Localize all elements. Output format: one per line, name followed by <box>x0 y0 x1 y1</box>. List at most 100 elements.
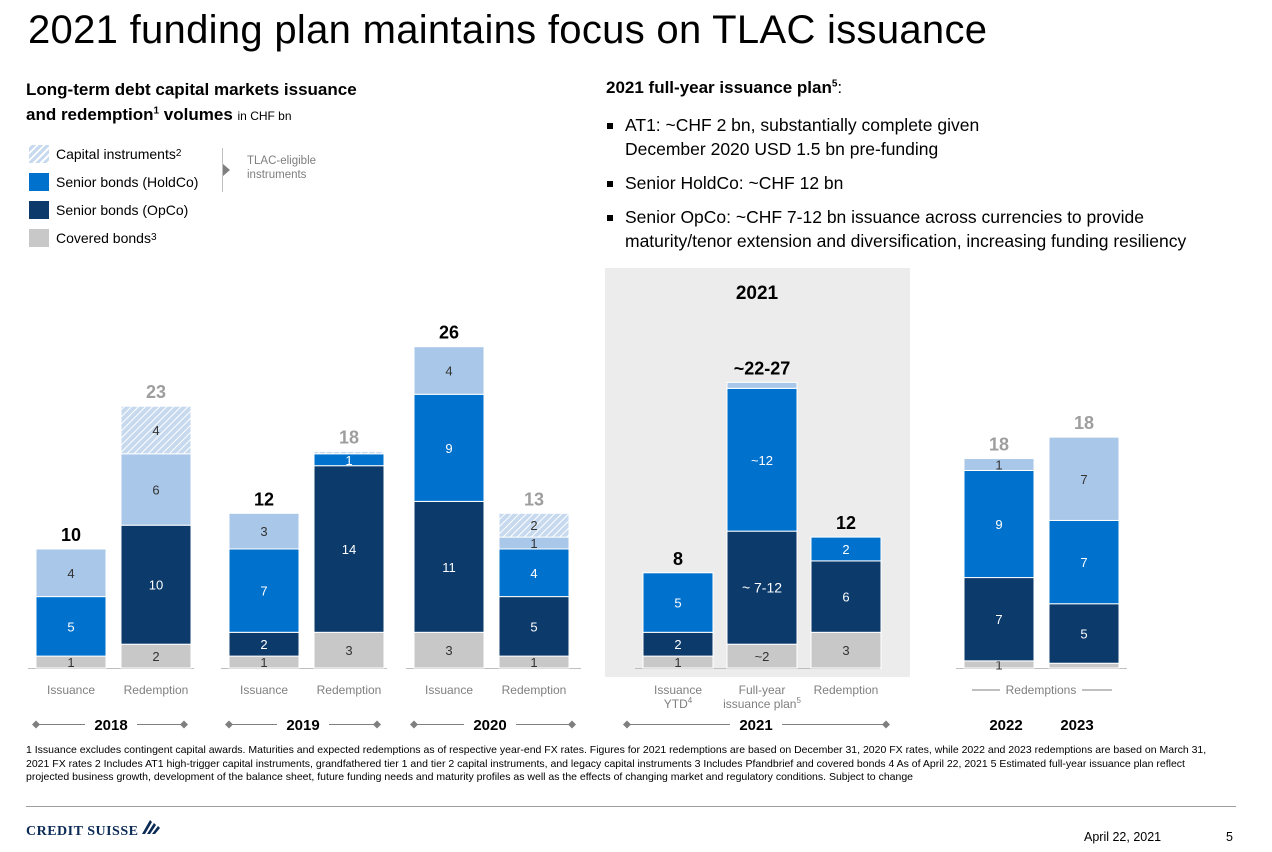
legend-label: Senior bonds (OpCo) <box>56 202 189 218</box>
group-label: 2019 <box>286 717 319 734</box>
group-label: 2023 <box>1060 717 1093 734</box>
bar-category-label: Redemption <box>502 683 567 697</box>
bar-segment-label: 2 <box>152 649 159 664</box>
bar-total-label: 18 <box>1074 413 1094 433</box>
chart-heading-line2-rest: volumes <box>159 105 233 124</box>
bar-category-label: Full-year <box>739 683 786 697</box>
tlac-bracket-arrow-icon <box>223 164 230 176</box>
bar-segment-label: 10 <box>149 578 163 593</box>
bar-category-sup: 5 <box>796 696 801 705</box>
bar-category-label: issuance plan5 <box>723 696 801 711</box>
bar-category-label: Redemption <box>124 683 189 697</box>
bar-total-label: 18 <box>339 427 359 447</box>
bar-segment-label: 7 <box>995 612 1002 627</box>
bar-segment-capital_hatched <box>498 512 570 538</box>
bar-category-label: Issuance <box>425 683 473 697</box>
bar-segment-holdco <box>498 548 570 598</box>
legend-swatch-covered <box>29 229 49 247</box>
bar-segment-label: 7 <box>1080 555 1087 570</box>
bar-segment-label: ~12 <box>751 453 773 468</box>
bar-segment-covered <box>313 631 385 669</box>
plan-heading-colon: : <box>837 78 843 97</box>
bar-total-label: 8 <box>673 549 683 569</box>
plan-bullet: Senior OpCo: ~CHF 7-12 bn issuance acros… <box>607 205 1247 253</box>
bar-segment-capital <box>726 381 798 389</box>
chart-unit: in CHF bn <box>237 109 292 123</box>
diamond-icon <box>225 720 233 729</box>
bar-segment-opco <box>498 596 570 657</box>
chart-legend: Capital instruments 2 Senior bonds (HoldC… <box>29 140 198 252</box>
bar-segment-label: 1 <box>995 458 1002 473</box>
plan-heading-sup: 5 <box>831 78 838 90</box>
page-title: 2021 funding plan maintains focus on TLA… <box>28 8 988 52</box>
footer-divider <box>26 806 1236 807</box>
legend-label: Covered bonds <box>56 230 151 246</box>
bar-segment-label: 5 <box>1080 626 1087 641</box>
bar-total-label: 26 <box>439 323 459 343</box>
chart-heading: Long-term debt capital markets issuance … <box>26 77 357 129</box>
bar-segment-label: 9 <box>995 517 1002 532</box>
credit-suisse-logo: CREDIT SUISSE <box>26 818 162 840</box>
bar-category-label: Issuance <box>47 683 95 697</box>
group-label: 2021 <box>739 717 772 734</box>
diamond-icon <box>373 720 381 729</box>
plan-bullet-line: maturity/tenor extension and diversifica… <box>625 231 1187 251</box>
bar-segment-label: 3 <box>260 524 267 539</box>
bar-segment-label: 7 <box>260 584 267 599</box>
bar-segment-opco <box>726 530 798 645</box>
bar-segment-holdco <box>413 393 485 502</box>
bar-segment-label: 4 <box>445 364 452 379</box>
legend-swatch-opco <box>29 201 49 219</box>
bar-segment-capital <box>1048 436 1120 521</box>
chart-heading-line2: and redemption1 volumes in CHF bn <box>26 102 357 129</box>
logo-text: CREDIT SUISSE <box>26 824 139 839</box>
tlac-bracket-line <box>222 148 223 192</box>
bar-segment-label: 3 <box>445 643 452 658</box>
bar-category-label: Issuance <box>240 683 288 697</box>
bar-segment-label: 4 <box>530 566 537 581</box>
chart-heading-line1: Long-term debt capital markets issuance <box>26 80 357 99</box>
legend-item-covered: Covered bonds 3 <box>29 224 198 252</box>
legend-label: Capital instruments <box>56 146 176 162</box>
bar-segment-holdco <box>810 536 882 562</box>
bar-segment-label: 5 <box>67 619 74 634</box>
diamond-icon <box>882 720 890 729</box>
bar-segment-opco <box>810 560 882 633</box>
bar-segment-capital_hatched <box>120 405 192 455</box>
bar-segment-label: 3 <box>842 643 849 658</box>
bar-segment-label: 9 <box>445 441 452 456</box>
bar-segment-label: 1 <box>260 655 267 670</box>
bar-segment-label: 14 <box>342 542 356 557</box>
bar-segment-label: 2 <box>530 518 537 533</box>
bar-segment-capital <box>35 548 107 598</box>
bar-segment-opco <box>313 465 385 633</box>
bar-category-label: Redemption <box>814 683 879 697</box>
plan-heading: 2021 full-year issuance plan5: <box>606 78 842 98</box>
bar-category-label: YTD4 <box>664 696 693 711</box>
bar-segment-opco <box>120 524 192 645</box>
plan-bullet: Senior HoldCo: ~CHF 12 bn <box>607 171 1247 195</box>
page-number: 5 <box>1226 830 1233 844</box>
bar-total-label: 13 <box>524 489 544 509</box>
group-label: 2018 <box>94 717 127 734</box>
bar-segment-label: 5 <box>530 619 537 634</box>
bar-segment-label: 1 <box>995 657 1002 672</box>
diamond-icon <box>623 720 631 729</box>
bar-segment-capital <box>120 453 192 526</box>
plan-bullet-line: AT1: ~CHF 2 bn, substantially complete g… <box>625 115 980 135</box>
bar-segment-label: ~2 <box>755 649 770 664</box>
bar-segment-label: 2 <box>674 637 681 652</box>
highlight-label-2021: 2021 <box>736 283 779 304</box>
plan-bullet-line: Senior HoldCo: ~CHF 12 bn <box>625 173 844 193</box>
group-label: 2020 <box>473 717 506 734</box>
bar-segment-opco <box>413 500 485 633</box>
bar-segment-label: 1 <box>345 453 352 468</box>
bar-total-label: 23 <box>146 382 166 402</box>
bar-category-label: Issuance <box>654 683 702 697</box>
redemptions-bracket-label: Redemptions <box>1006 683 1077 697</box>
bar-segment-label: 1 <box>530 536 537 551</box>
bar-total-label: ~22-27 <box>734 358 791 378</box>
bar-segment-capital_hatched <box>313 450 385 455</box>
legend-swatch-capital <box>29 145 49 163</box>
bar-segment-label: 5 <box>674 596 681 611</box>
